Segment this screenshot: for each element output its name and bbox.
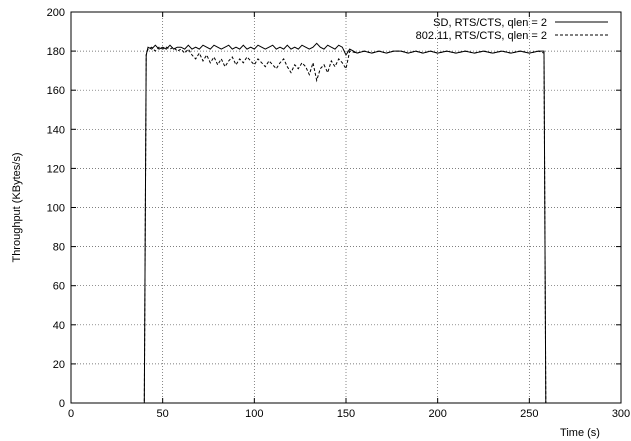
series-lines — [71, 42, 621, 404]
y-tick-label: 20 — [53, 359, 65, 371]
y-tick-label: 100 — [47, 203, 65, 215]
y-tick-label: 200 — [47, 7, 65, 19]
y-tick-label: 80 — [53, 242, 65, 254]
y-tick-label: 60 — [53, 281, 65, 293]
y-tick-label: 180 — [47, 46, 65, 58]
legend: SD, RTS/CTS, qlen = 2 802.11, RTS/CTS, q… — [416, 17, 608, 42]
series-line-80211 — [71, 46, 621, 404]
axis-ticks: 0 50 100 150 200 250 300 0 20 40 60 80 100 120 140 160 1… — [47, 7, 631, 420]
y-tick-label: 140 — [47, 124, 65, 136]
x-tick-label: 200 — [428, 408, 446, 420]
y-tick-label: 40 — [53, 320, 65, 332]
x-tick-label: 50 — [157, 408, 169, 420]
y-axis-label: Throughput (KBytes/s) — [11, 152, 23, 262]
y-tick-label: 120 — [47, 163, 65, 175]
x-tick-label: 150 — [337, 408, 355, 420]
legend-label-sd: SD, RTS/CTS, qlen = 2 — [433, 17, 547, 29]
x-tick-label: 300 — [612, 408, 630, 420]
y-tick-label: 160 — [47, 85, 65, 97]
series-line-sd — [71, 42, 621, 404]
grid-lines — [71, 12, 621, 403]
x-axis-label: Time (s) — [560, 427, 600, 439]
x-tick-label: 250 — [520, 408, 538, 420]
y-tick-label: 0 — [59, 398, 65, 410]
x-tick-label: 100 — [245, 408, 263, 420]
x-tick-label: 0 — [68, 408, 74, 420]
legend-label-80211: 802.11, RTS/CTS, qlen = 2 — [416, 30, 547, 42]
